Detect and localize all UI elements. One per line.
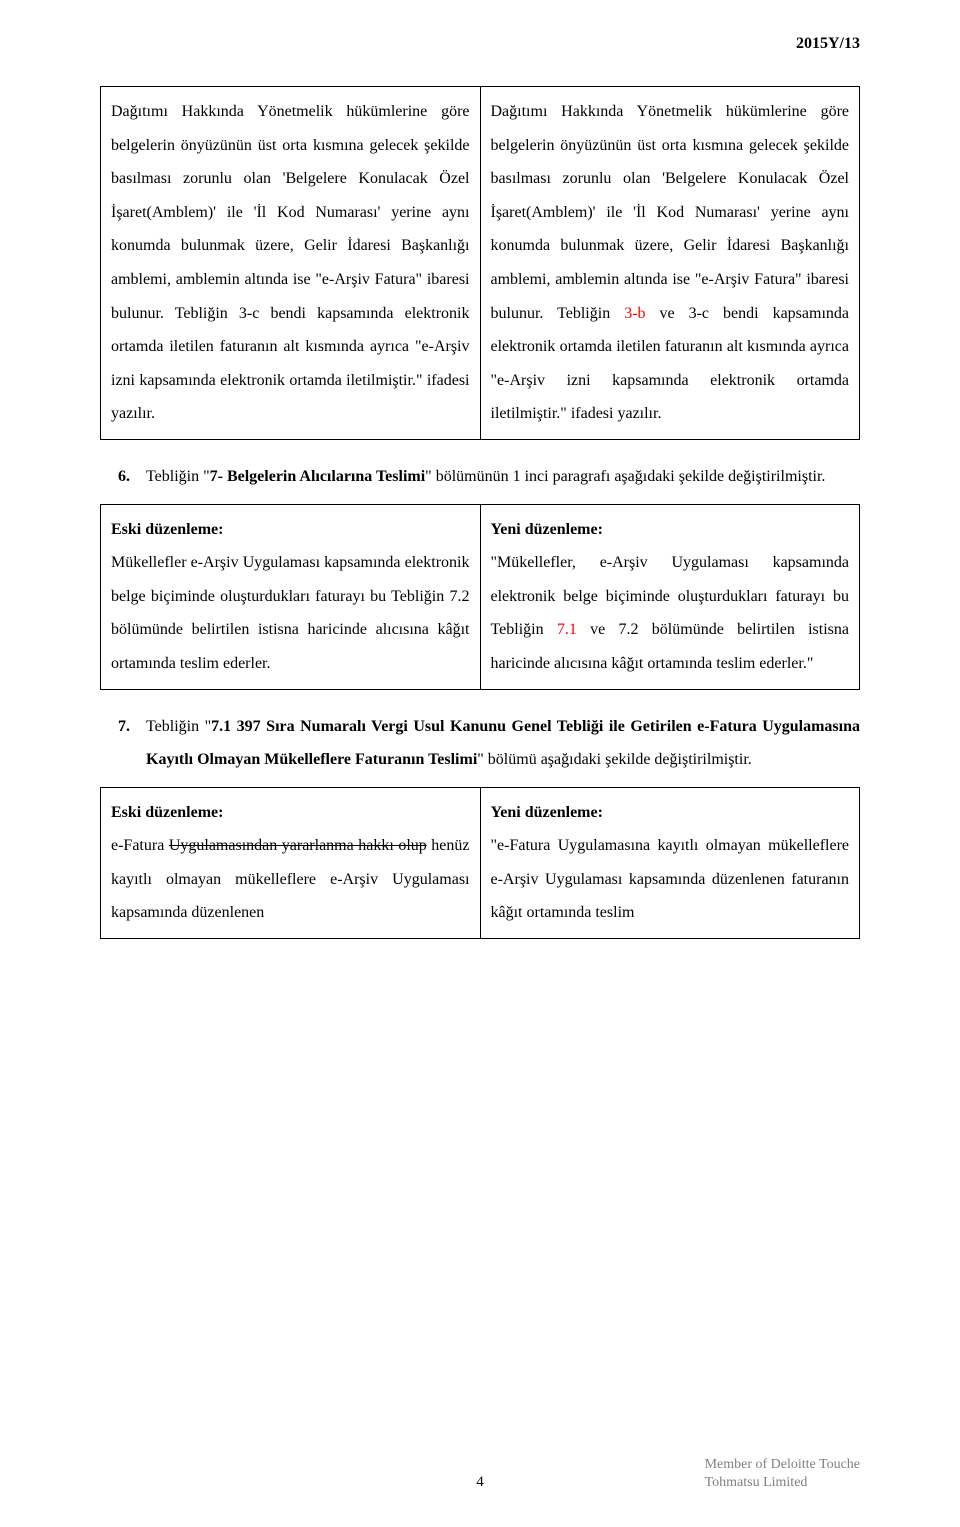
table3-left-header: Eski düzenleme: xyxy=(111,796,470,830)
footer: 4 Member of Deloitte Touche Tohmatsu Lim… xyxy=(0,1474,960,1491)
table2-left-header: Eski düzenleme: xyxy=(111,513,470,547)
item6-post: " bölümünün 1 inci paragrafı aşağıdaki ş… xyxy=(425,468,825,485)
table3-left-strike: Uygulamasından yararlanma hakkı olup xyxy=(169,837,427,854)
table2-left-prefix: Mükellefler e-Arşiv Uygulaması kapsamınd… xyxy=(111,554,470,605)
table3-left-p1: e-Fatura xyxy=(111,837,169,854)
document-id: 2015Y/13 xyxy=(796,35,860,53)
comparison-table-2: Eski düzenleme: Mükellefler e-Arşiv Uygu… xyxy=(100,504,860,690)
table2-left-cell: Eski düzenleme: Mükellefler e-Arşiv Uygu… xyxy=(101,504,481,689)
table2-left-suffix: bölümünde belirtilen istisna haricinde a… xyxy=(111,621,470,672)
comparison-table-1: Dağıtımı Hakkında Yönetmelik hükümlerine… xyxy=(100,86,860,440)
table1-right-mid: 3-b xyxy=(624,305,645,322)
table3-right-text: "e-Fatura Uygulamasına kayıtlı olmayan m… xyxy=(491,837,850,921)
list-item-6: 6. Tebliğin "7- Belgelerin Alıcılarına T… xyxy=(118,460,860,494)
footer-line1: Member of Deloitte Touche xyxy=(705,1456,860,1474)
table1-left-cell: Dağıtımı Hakkında Yönetmelik hükümlerine… xyxy=(101,87,481,440)
list-item-7: 7. Tebliğin "7.1 397 Sıra Numaralı Vergi… xyxy=(118,710,860,777)
table2-right-header: Yeni düzenleme: xyxy=(491,513,850,547)
comparison-table-3: Eski düzenleme: e-Fatura Uygulamasından … xyxy=(100,787,860,939)
table3-right-cell: Yeni düzenleme: "e-Fatura Uygulamasına k… xyxy=(480,787,860,938)
table2-right-cell: Yeni düzenleme: "Mükellefler, e-Arşiv Uy… xyxy=(480,504,860,689)
item6-pre: Tebliğin " xyxy=(146,468,210,485)
list-num-7: 7. xyxy=(118,710,146,777)
table1-left-suffix: bendi kapsamında elektronik ortamda ilet… xyxy=(111,305,470,423)
item6-bold: 7- Belgelerin Alıcılarına Teslimi xyxy=(210,468,426,485)
table1-right-prefix: Dağıtımı Hakkında Yönetmelik hükümlerine… xyxy=(491,103,850,322)
table2-left-mid: 7.2 xyxy=(450,588,470,605)
page: 2015Y/13 Dağıtımı Hakkında Yönetmelik hü… xyxy=(0,0,960,1527)
item7-pre: Tebliğin " xyxy=(146,718,211,735)
table3-right-header: Yeni düzenleme: xyxy=(491,796,850,830)
table1-left-prefix: Dağıtımı Hakkında Yönetmelik hükümlerine… xyxy=(111,103,470,322)
table2-right-mid: 7.1 xyxy=(557,621,577,638)
list-body-7: Tebliğin "7.1 397 Sıra Numaralı Vergi Us… xyxy=(146,710,860,777)
footer-membership: Member of Deloitte Touche Tohmatsu Limit… xyxy=(705,1456,860,1491)
item7-post: " bölümü aşağıdaki şekilde değiştirilmiş… xyxy=(477,751,752,768)
table1-right-suffix: ve 3-c bendi kapsamında elektronik ortam… xyxy=(491,305,850,423)
list-body-6: Tebliğin "7- Belgelerin Alıcılarına Tesl… xyxy=(146,460,860,494)
table3-left-cell: Eski düzenleme: e-Fatura Uygulamasından … xyxy=(101,787,481,938)
table1-right-cell: Dağıtımı Hakkında Yönetmelik hükümlerine… xyxy=(480,87,860,440)
list-num-6: 6. xyxy=(118,460,146,494)
footer-line2: Tohmatsu Limited xyxy=(705,1474,860,1492)
table1-left-mid: 3-c xyxy=(239,305,259,322)
